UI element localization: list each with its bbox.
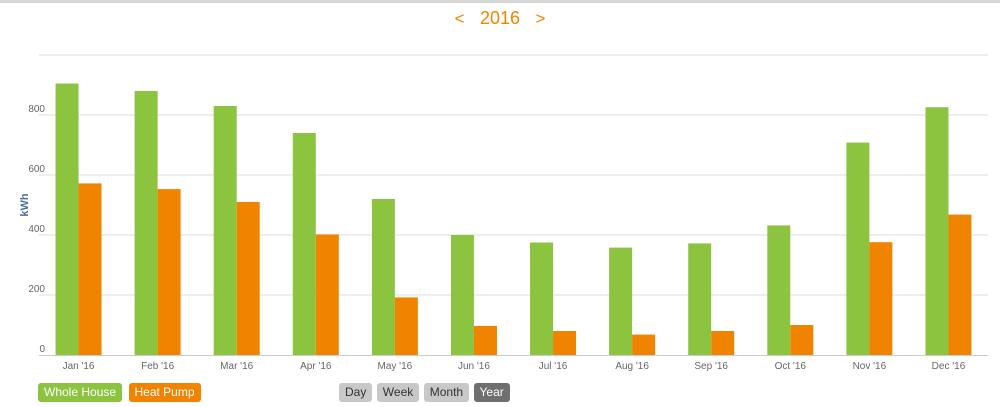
x-tick-label: Nov '16	[853, 361, 887, 372]
bar-heat-pump	[869, 242, 893, 355]
range-selector: Day Week Month Year	[339, 383, 510, 402]
y-axis-title: kWh	[19, 193, 31, 217]
x-tick-label: Aug '16	[615, 361, 649, 372]
bar-heat-pump	[157, 189, 181, 355]
x-tick-label: Mar '16	[220, 361, 253, 372]
legend-heat-pump[interactable]: Heat Pump	[128, 383, 201, 402]
legend-whole-house[interactable]: Whole House	[38, 383, 123, 402]
bar-heat-pump	[315, 234, 339, 355]
bar-heat-pump	[790, 325, 814, 355]
y-tick-label: 400	[28, 224, 45, 235]
bar-heat-pump	[473, 325, 497, 355]
bar-heat-pump	[553, 331, 577, 355]
range-day-button[interactable]: Day	[339, 383, 373, 402]
x-tick-label: Dec '16	[932, 361, 966, 372]
x-tick-label: Jul '16	[539, 361, 568, 372]
year-navigator: < 2016 >	[0, 8, 1000, 29]
range-year-button[interactable]: Year	[473, 383, 510, 402]
y-tick-label: 0	[39, 344, 45, 355]
x-tick-label: Sep '16	[694, 361, 728, 372]
y-tick-label: 200	[28, 284, 45, 295]
bar-heat-pump	[948, 214, 972, 355]
y-tick-label: 800	[28, 104, 45, 115]
y-tick-label: 600	[28, 164, 45, 175]
x-tick-label: Jun '16	[458, 361, 490, 372]
x-tick-label: Jan '16	[63, 361, 95, 372]
year-title: 2016	[479, 8, 521, 28]
next-year-button[interactable]: >	[535, 8, 546, 28]
bar-whole-house	[371, 199, 395, 355]
bar-heat-pump	[632, 334, 656, 355]
bar-whole-house	[292, 133, 316, 355]
top-divider	[0, 0, 1000, 3]
bar-whole-house	[609, 247, 633, 355]
bar-whole-house	[55, 83, 79, 355]
prev-year-button[interactable]: <	[454, 8, 465, 28]
bar-whole-house	[767, 225, 791, 355]
bar-heat-pump	[236, 202, 260, 355]
x-tick-label: May '16	[378, 361, 413, 372]
bar-whole-house	[846, 142, 870, 355]
bar-whole-house	[688, 243, 712, 355]
energy-bar-chart: 0 200 400 600 800 kWh Jan '16 Feb '16 Mar '16 Apr…	[19, 54, 988, 372]
bar-whole-house	[213, 106, 237, 355]
bar-whole-house	[134, 91, 158, 355]
bar-whole-house	[530, 242, 554, 355]
bar-heat-pump	[711, 331, 735, 355]
x-tick-label: Oct '16	[775, 361, 807, 372]
bar-whole-house	[925, 107, 949, 355]
bar-whole-house	[450, 235, 474, 355]
bar-heat-pump	[394, 297, 418, 355]
legend: Whole House Heat Pump	[38, 383, 203, 402]
bar-heat-pump	[78, 183, 102, 355]
x-tick-label: Apr '16	[300, 361, 332, 372]
range-week-button[interactable]: Week	[376, 383, 420, 402]
x-tick-label: Feb '16	[141, 361, 174, 372]
range-month-button[interactable]: Month	[423, 383, 470, 402]
